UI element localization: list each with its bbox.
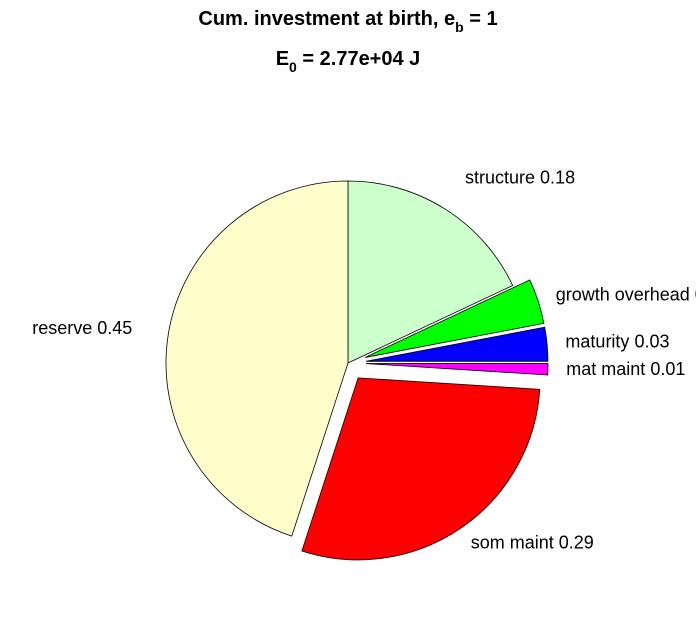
- slice-label-name: structure: [465, 167, 535, 187]
- slice-label-value: 0.18: [540, 167, 575, 187]
- slice-label-name: maturity: [565, 331, 629, 351]
- slice-label-name: growth overhead: [556, 284, 690, 304]
- slice-label-value: 0.04: [695, 284, 696, 304]
- slice-label-value: 0.29: [559, 532, 594, 552]
- slice-label: maturity 0.03: [565, 331, 669, 351]
- slice-label-name: reserve: [32, 318, 92, 338]
- pie-slice: [165, 180, 349, 537]
- slice-label: mat maint 0.01: [566, 359, 685, 379]
- chart-subtitle: E0 = 2.77e+04 J: [276, 48, 421, 74]
- slice-label-value: 0.01: [650, 359, 685, 379]
- pie-slice: [365, 326, 549, 362]
- slice-label-name: mat maint: [566, 359, 645, 379]
- pie-slice: [301, 377, 541, 561]
- slice-label: som maint 0.29: [471, 532, 594, 552]
- pie-slice: [347, 180, 514, 364]
- pie-slice: [364, 279, 545, 358]
- slice-label: growth overhead 0.04: [556, 284, 696, 304]
- slice-label-name: som maint: [471, 532, 554, 552]
- slice-label-value: 0.03: [634, 331, 669, 351]
- chart-title: Cum. investment at birth, eb = 1: [198, 8, 497, 34]
- slice-label-value: 0.45: [97, 318, 132, 338]
- slice-label: structure 0.18: [465, 167, 575, 187]
- pie-slice: [365, 363, 549, 376]
- slice-label: reserve 0.45: [32, 318, 132, 338]
